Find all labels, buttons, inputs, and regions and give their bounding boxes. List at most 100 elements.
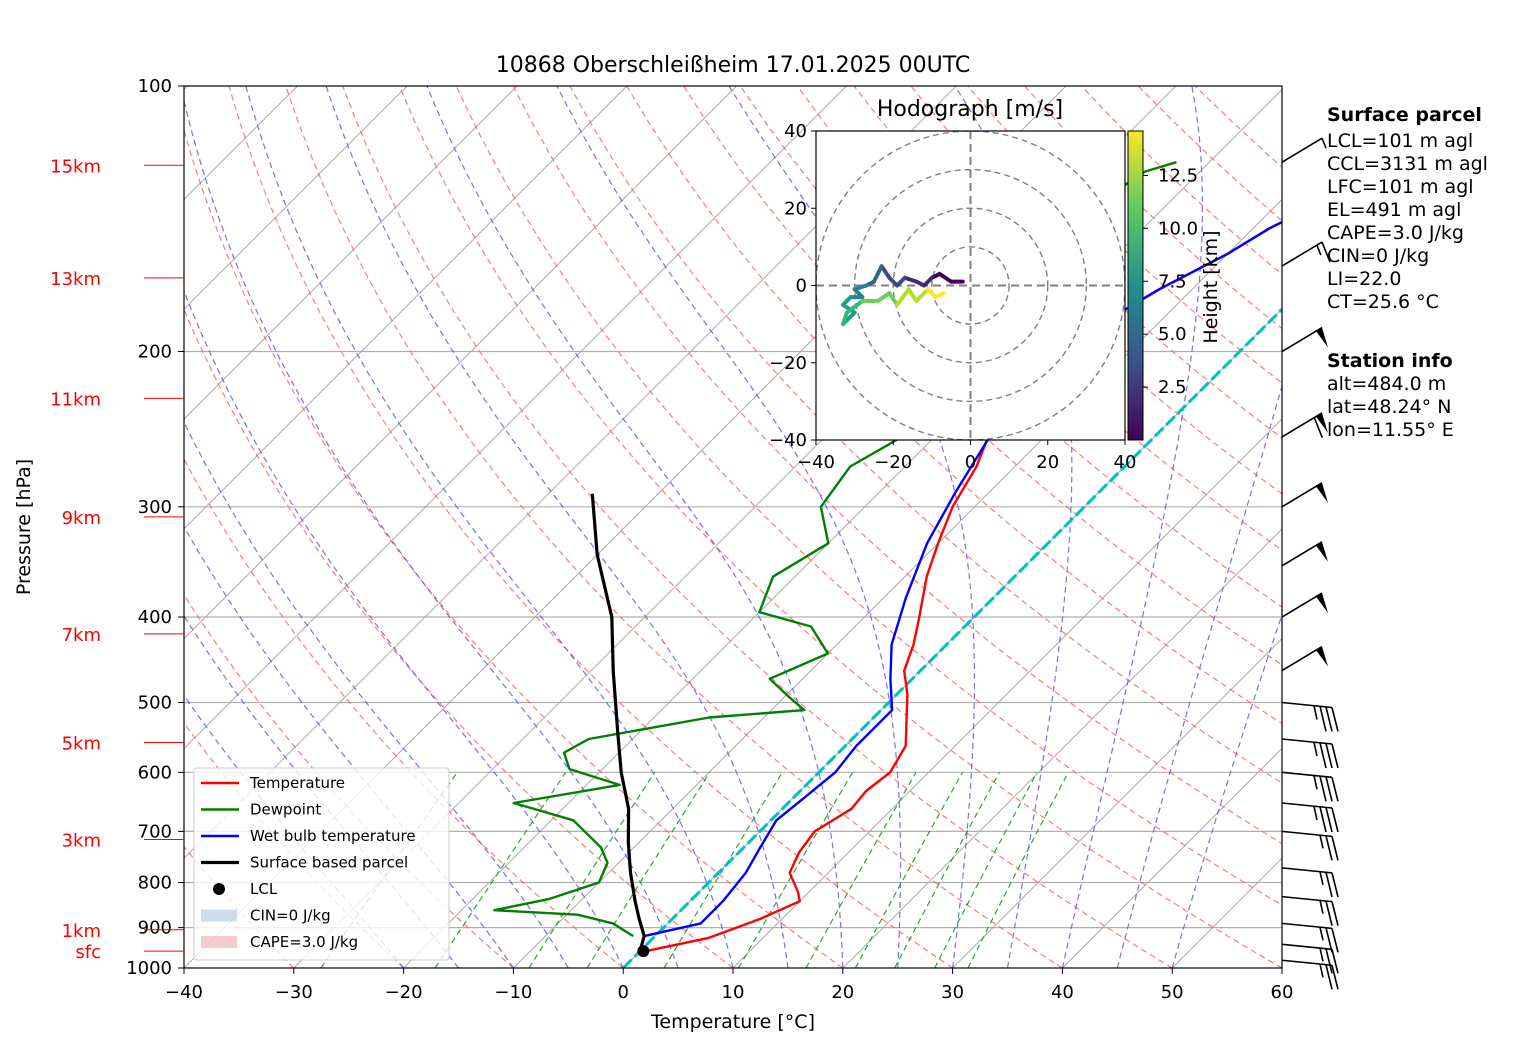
isotherm [184,86,408,310]
isotherm [184,86,628,530]
x-tick-label: 60 [1271,982,1294,1003]
hodograph-xtick-label: 20 [1036,452,1059,473]
surface-parcel-lfc: LFC=101 m agl [1327,176,1474,198]
colorbar-tick-label: 7.5 [1158,271,1187,292]
x-tick-label: 0 [617,982,628,1003]
x-tick-label: 40 [1051,982,1074,1003]
surface-parcel-panel: Surface parcel LCL=101 m agl CCL=3131 m … [1327,104,1488,313]
surface-parcel-li: LI=22.0 [1327,268,1401,290]
wind-barb [1281,867,1339,898]
x-tick-label: 10 [722,982,745,1003]
wind-barb [1281,895,1339,926]
y-tick-label: 1000 [126,958,172,979]
height-tick-label: 7km [62,625,101,646]
station-info-heading: Station info [1327,350,1453,372]
surface-parcel-cape: CAPE=3.0 J/kg [1327,222,1464,244]
legend-label: Temperature [249,774,345,792]
hodograph-ytick-label: −40 [769,430,807,451]
hodograph-ring [892,207,1049,364]
moist-adiabat [184,420,569,968]
y-tick-label: 800 [138,873,172,894]
surface-parcel-ct: CT=25.6 °C [1327,291,1439,313]
x-tick-label: 50 [1161,982,1184,1003]
legend-swatch [201,936,237,948]
legend: Temperature Dewpoint Wet bulb temperature S… [193,767,450,961]
isotherm [622,308,1282,968]
y-tick-label: 200 [138,342,172,363]
moist-adiabat [184,289,624,968]
wind-barb [1281,645,1328,672]
mixing-ratio-line [934,772,1038,968]
surface-parcel-cin: CIN=0 J/kg [1327,245,1429,267]
dry-adiabat [455,86,1282,906]
dry-adiabat [398,86,1282,968]
legend-swatch [213,883,225,895]
mixing-ratio-line [805,772,917,968]
x-tick-label: −30 [275,982,313,1003]
dry-adiabat [184,128,844,968]
colorbar-tick-label: 2.5 [1158,377,1187,398]
hodograph-xtick-label: 0 [965,452,976,473]
height-tick-label: 15km [50,156,101,177]
height-tick-label: 5km [62,733,101,754]
x-axis-ticks: −40 −30 −20 −10 0 10 20 30 40 50 60 [165,968,1293,1003]
isotherm [184,86,737,640]
hodograph-ring [853,168,1088,403]
mixing-ratio-line [967,772,1069,968]
height-tick-label: 13km [50,269,101,290]
hodograph-xtick-label: 40 [1114,452,1137,473]
dry-adiabat [512,86,1282,845]
hodograph-segment [871,264,884,284]
dry-adiabat [184,307,734,968]
hodograph-segment [933,291,946,300]
surface-parcel-el: EL=491 m agl [1327,199,1461,221]
y-tick-label: 600 [138,762,172,783]
height-tick-label: 9km [62,508,101,529]
hodograph-segment [841,310,849,327]
mixing-ratio-line [894,772,1000,968]
height-tick-label: 11km [50,389,101,410]
surface-parcel-ccl: CCL=3131 m agl [1327,153,1488,175]
moist-adiabat [426,86,844,968]
hodograph-colorbar [1127,130,1144,441]
hodograph-title: Hodograph [m/s] [877,97,1063,122]
wind-barb [1281,482,1328,508]
dry-adiabat [184,457,624,968]
legend-swatch [201,909,237,922]
wind-barb [1281,326,1328,353]
legend-label: Wet bulb temperature [250,827,416,845]
y-tick-label: 400 [138,607,172,628]
moist-adiabat [184,98,679,968]
station-altitude: alt=484.0 m [1327,373,1446,395]
moist-adiabat [245,86,734,968]
wind-barb [1281,592,1328,618]
moist-adiabat [325,86,789,968]
lcl-marker [637,945,650,958]
mixing-ratio-line [586,771,711,968]
hodograph-segment [875,291,892,303]
surface-parcel-heading: Surface parcel [1327,104,1482,126]
x-tick-label: 30 [941,982,964,1003]
hodograph-segment [879,264,892,280]
x-tick-label: −40 [165,982,203,1003]
dry-adiabat [342,86,1173,968]
isotherm [184,86,518,420]
dry-adiabat [853,86,1282,495]
wind-barb [1281,701,1339,732]
x-tick-label: −10 [494,982,532,1003]
mixing-ratio-line [528,771,656,968]
wet-bulb-temperature-line [643,220,1282,938]
hodograph-segment [914,287,931,303]
hodograph-ytick-label: 0 [796,276,807,297]
y-tick-label: 700 [138,821,172,842]
wind-barb [1281,771,1339,802]
legend-box [193,767,450,961]
y-tick-label: 500 [138,692,172,713]
wind-barb [1281,959,1339,990]
hodograph-ytick-label: 20 [784,198,807,219]
colorbar-label: Height [km] [1200,230,1222,343]
wind-barb [1281,541,1328,567]
colorbar-tick-label: 12.5 [1158,165,1198,186]
wind-barb [1281,137,1327,163]
height-tick-label: 3km [62,830,101,851]
